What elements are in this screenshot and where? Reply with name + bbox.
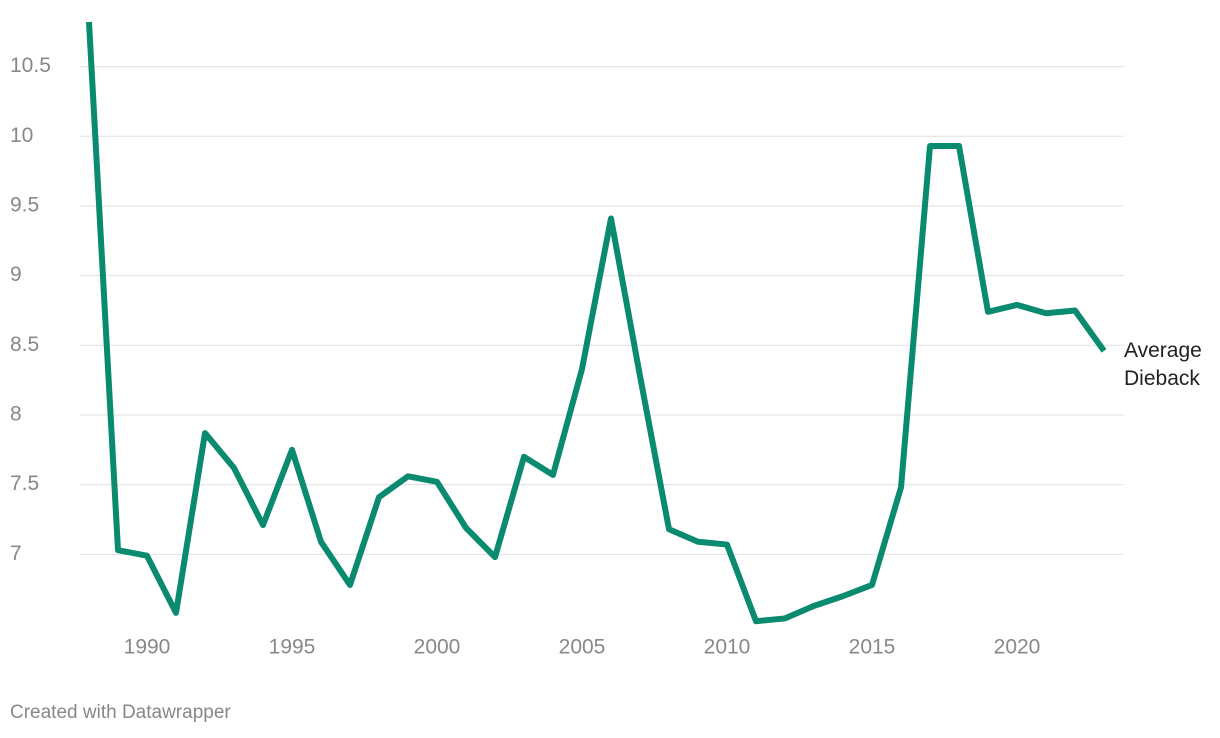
y-tick-label: 10.5 (10, 54, 51, 77)
x-tick-label: 2020 (994, 636, 1041, 659)
y-tick-label: 8.5 (10, 333, 39, 356)
x-tick-label: 1995 (269, 636, 316, 659)
line (86, 21, 1107, 625)
x-tick-label: 1990 (124, 636, 171, 659)
y-tick-label: 10 (10, 124, 33, 147)
y-tick-label: 8 (10, 403, 22, 426)
y-tick-label: 9.5 (10, 193, 39, 216)
x-tick-label: 2015 (849, 636, 896, 659)
credit: Created with Datawrapper (10, 702, 231, 723)
y-tick-label: 7.5 (10, 472, 39, 495)
y-tick-label: 9 (10, 263, 22, 286)
y-tick-label: 7 (10, 542, 22, 565)
x-tick-label: 2000 (414, 636, 461, 659)
series-label: Average Dieback (1124, 339, 1202, 390)
x-tick-label: 2010 (704, 636, 751, 659)
x-tick-label: 2005 (559, 636, 606, 659)
